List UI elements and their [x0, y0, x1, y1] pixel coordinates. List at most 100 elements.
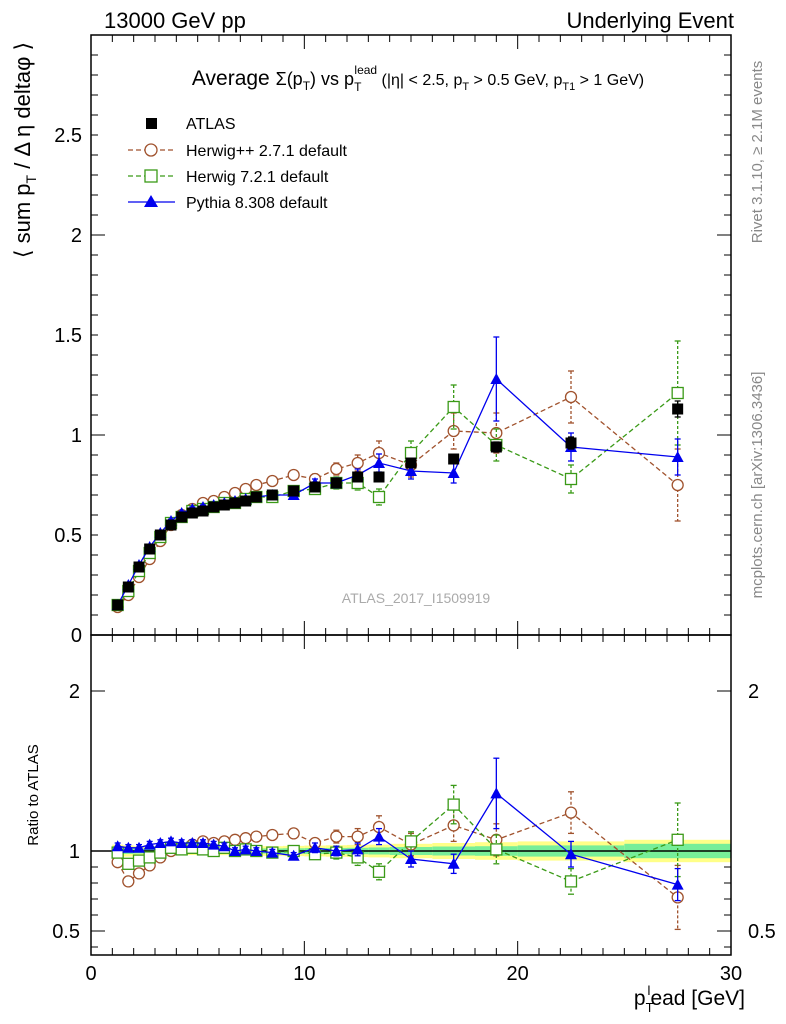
- point-herwigpp: [250, 478, 263, 492]
- point-herwigpp-ratio: [132, 867, 146, 880]
- title-sub-t2: T: [354, 80, 362, 94]
- point-atlas: [240, 495, 252, 507]
- point-herwigpp-ratio: [266, 828, 279, 842]
- title-cuts-c: > 1 GeV): [575, 72, 644, 89]
- point-herwig7-ratio: [564, 875, 578, 888]
- legend-label-atlas: ATLAS: [186, 116, 236, 133]
- point-pythia-ratio: [143, 838, 156, 850]
- point-pythia-ratio: [197, 837, 209, 848]
- rivet-label: Rivet 3.1.10, ≥ 2.1M events: [749, 61, 766, 244]
- legend-marker-herwigpp: [144, 143, 158, 157]
- point-atlas: [405, 457, 417, 469]
- point-pythia: [671, 451, 684, 462]
- point-herwig7: [564, 472, 578, 486]
- point-pythia-ratio: [373, 830, 385, 842]
- series-atlas: [112, 400, 684, 611]
- point-atlas: [565, 437, 577, 449]
- legend-marker-atlas: [146, 118, 157, 129]
- point-herwigpp-ratio: [228, 833, 242, 846]
- point-atlas: [288, 485, 300, 497]
- point-atlas: [330, 477, 342, 489]
- point-atlas: [250, 491, 262, 503]
- point-herwig7-ratio: [490, 843, 503, 856]
- point-pythia-ratio: [490, 787, 503, 799]
- ratio-ylabel: Ratio to ATLAS: [25, 744, 42, 845]
- point-atlas: [186, 507, 198, 519]
- point-herwig7: [447, 400, 460, 414]
- point-pythia: [405, 465, 417, 476]
- point-atlas: [490, 441, 502, 453]
- ratio-ytick-label-right: 2: [748, 681, 759, 703]
- main-ylabel-a: ⟨ sum p: [10, 183, 35, 258]
- point-pythia-ratio: [351, 843, 364, 855]
- title-sup-lead: lead: [354, 63, 377, 77]
- point-atlas: [154, 529, 166, 541]
- main-axis-ticks: [90, 35, 732, 636]
- point-atlas: [218, 499, 230, 511]
- main-ytick-label: 2: [71, 225, 82, 247]
- series-pythia-ratio: [111, 757, 684, 902]
- title-sub-t4: T1: [562, 81, 575, 93]
- point-herwig7-ratio: [132, 854, 146, 867]
- point-herwig7-ratio: [122, 857, 135, 870]
- point-herwigpp: [490, 426, 503, 440]
- point-atlas: [133, 561, 145, 573]
- legend-marker-herwig7: [144, 169, 158, 183]
- x-tick-labels: 0 10 20 30: [85, 963, 742, 985]
- point-herwigpp-ratio: [330, 830, 343, 843]
- title-sigma: Σ(p: [276, 69, 303, 89]
- ratio-y-tick-labels: 0.5 0.5 1 2 2: [52, 681, 776, 943]
- title-sub-t3: T: [462, 81, 469, 93]
- point-herwigpp-ratio: [447, 819, 460, 832]
- point-pythia-ratio: [309, 841, 321, 853]
- ratio-ytick-label-left: 2: [69, 681, 80, 703]
- point-atlas: [165, 519, 177, 531]
- ratio-axis-ticks: [90, 635, 732, 955]
- point-atlas: [448, 453, 460, 465]
- point-pythia: [490, 373, 503, 384]
- point-pythia-ratio: [229, 845, 241, 856]
- point-herwig7-ratio: [447, 798, 460, 811]
- legend-entry-herwigpp: Herwig++ 2.7.1 default: [128, 143, 348, 160]
- point-herwigpp: [564, 390, 578, 404]
- x-axis-label: pTlead [GeV]: [634, 983, 745, 1015]
- title-close: ) vs p: [310, 69, 354, 89]
- point-pythia-ratio: [330, 845, 343, 856]
- point-pythia-ratio: [565, 848, 577, 860]
- x-tick-label: 0: [85, 963, 96, 985]
- point-atlas: [266, 489, 278, 501]
- ratio-series-layer: [111, 757, 684, 931]
- point-pythia-ratio: [218, 840, 231, 852]
- point-atlas: [112, 599, 124, 611]
- point-atlas: [208, 501, 220, 513]
- main-ylabel-b: / Δ η deltaφ ⟩: [10, 42, 35, 175]
- point-pythia-ratio: [250, 845, 263, 856]
- point-pythia-ratio: [266, 846, 279, 858]
- point-atlas: [197, 505, 209, 517]
- point-herwigpp-ratio: [564, 806, 578, 819]
- point-atlas: [144, 543, 156, 555]
- mcplots-label: mcplots.cern.ch [arXiv:1306.3436]: [749, 372, 766, 599]
- point-herwig7-ratio: [372, 865, 386, 878]
- point-herwig7-ratio: [143, 851, 156, 864]
- legend: ATLAS Herwig++ 2.7.1 default Herwig 7.2.…: [128, 116, 348, 212]
- main-ytick-label: 0.5: [54, 525, 82, 547]
- point-atlas: [122, 581, 134, 593]
- title-cuts-a: (|η| < 2.5, p: [377, 72, 462, 89]
- xlabel-a: p: [634, 987, 646, 1010]
- legend-label-pythia: Pythia 8.308 default: [186, 195, 328, 212]
- legend-entry-herwig7: Herwig 7.2.1 default: [128, 169, 329, 186]
- point-herwigpp-ratio: [287, 827, 300, 840]
- point-atlas: [672, 403, 684, 415]
- point-atlas: [176, 511, 188, 523]
- point-pythia-ratio: [671, 878, 684, 890]
- main-y-tick-labels: 0 0.5 1 1.5 2 2.5: [54, 125, 82, 647]
- legend-entry-atlas: ATLAS: [146, 116, 236, 133]
- ratio-ytick-label-right: 0.5: [748, 921, 776, 943]
- point-pythia-ratio: [175, 837, 188, 848]
- point-herwigpp: [266, 474, 279, 488]
- x-tick-label: 30: [720, 963, 742, 985]
- point-pythia-ratio: [207, 838, 220, 850]
- point-herwig7-ratio: [404, 835, 418, 848]
